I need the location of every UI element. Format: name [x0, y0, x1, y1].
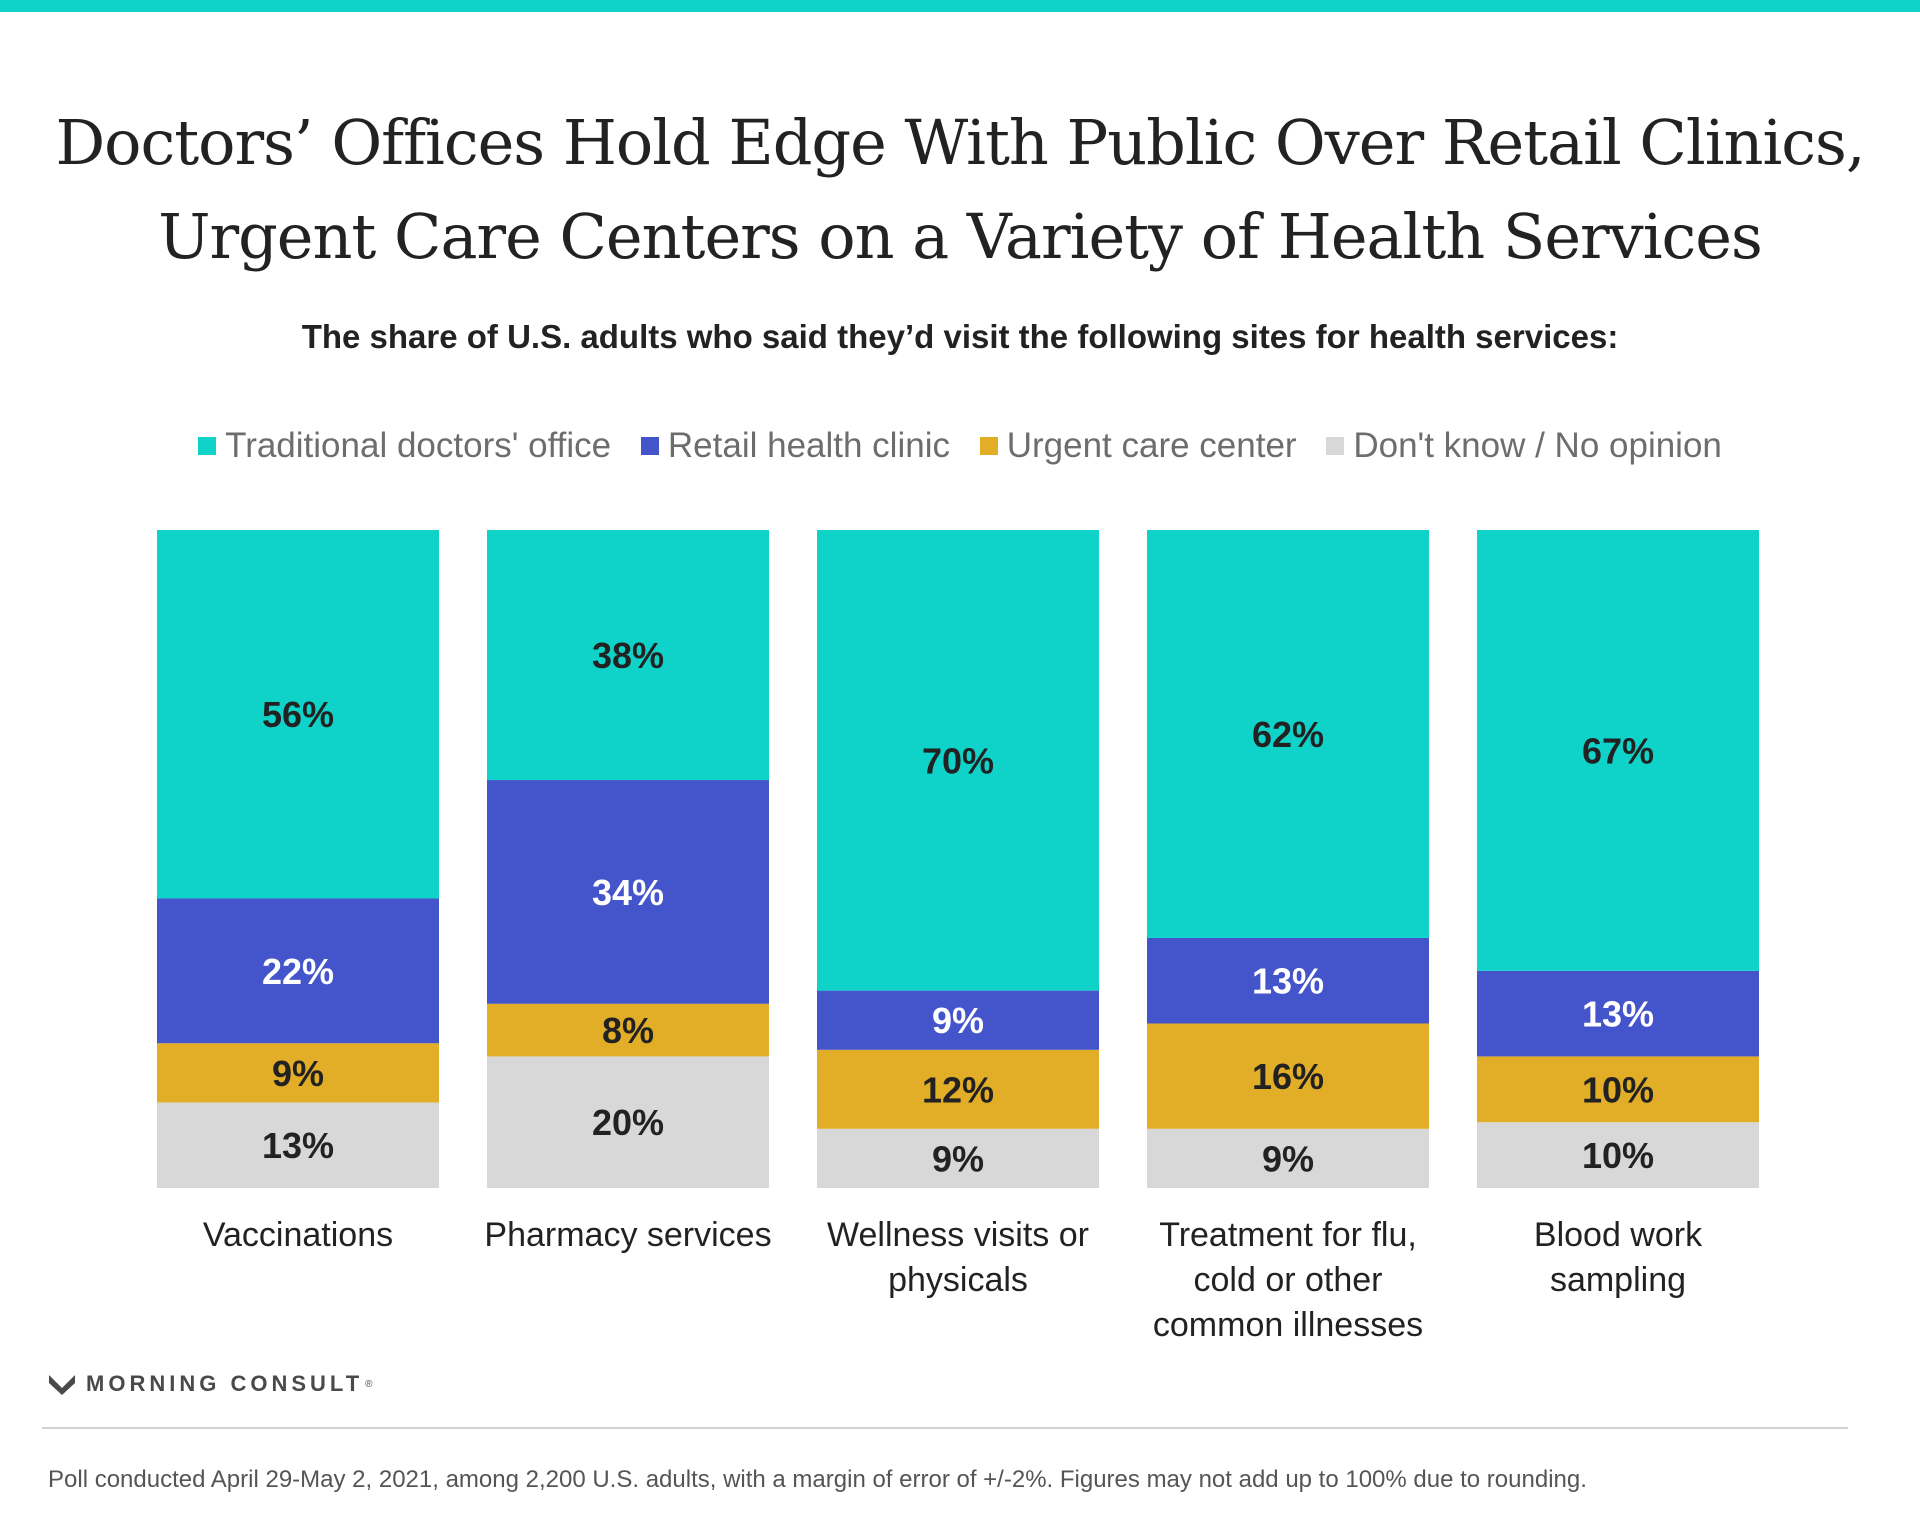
bar-segment — [817, 530, 1099, 991]
bar-value-label: 12% — [922, 1069, 994, 1110]
top-accent-bar — [0, 0, 1920, 12]
bar-segment — [1477, 1122, 1759, 1188]
legend-swatch — [979, 437, 998, 455]
bar-value-label: 13% — [1252, 961, 1324, 1002]
bar-value-label: 22% — [262, 951, 334, 992]
legend-item-urgent: Urgent care center — [979, 426, 1297, 466]
bar-segment — [817, 990, 1099, 1050]
chart-title-line-2: Urgent Care Centers on a Variety of Heal… — [158, 200, 1763, 273]
bar-segment — [1147, 1023, 1429, 1129]
bar-value-label: 9% — [932, 1138, 984, 1179]
bar-segment — [157, 1102, 439, 1188]
category-label: physicals — [888, 1261, 1028, 1299]
legend-swatch — [198, 437, 217, 455]
bar-segment — [487, 1003, 769, 1057]
category-label: common illnesses — [1153, 1306, 1423, 1344]
bar-segment — [157, 1043, 439, 1103]
bar-segment — [157, 898, 439, 1044]
brand-logo: MORNING CONSULT ® — [48, 1366, 373, 1402]
bar-value-label: 16% — [1252, 1056, 1324, 1097]
bar-segment — [487, 1056, 769, 1188]
bar-value-label: 13% — [262, 1125, 334, 1166]
legend-item-traditional: Traditional doctors' office — [198, 426, 611, 466]
bar-value-label: 62% — [1252, 714, 1324, 755]
category-label: Blood work — [1534, 1216, 1703, 1254]
legend-label: Retail health clinic — [667, 426, 950, 465]
bar-value-label: 9% — [932, 1000, 984, 1041]
bar-value-label: 34% — [592, 872, 664, 913]
bar-value-label: 20% — [592, 1102, 664, 1143]
bar-value-label: 9% — [1262, 1138, 1314, 1179]
brand-name: MORNING CONSULT — [86, 1371, 364, 1396]
bar-segment — [157, 530, 439, 899]
bar-value-label: 67% — [1582, 730, 1654, 771]
bar-value-label: 13% — [1582, 994, 1654, 1035]
stacked-bar-chart: 13% 9% 22% 56% Vaccinations 20% 8% 34% 38% Pharma… — [157, 530, 1759, 1344]
category-label: Wellness visits or — [827, 1216, 1089, 1254]
legend: Traditional doctors' office Retail healt… — [0, 426, 1920, 466]
bar-segment — [1477, 1056, 1759, 1123]
bar-segment — [1477, 530, 1759, 971]
chart-title: Doctors’ Offices Hold Edge With Public O… — [0, 96, 1920, 284]
bar-value-label: 56% — [262, 694, 334, 735]
legend-label: Don't know / No opinion — [1353, 426, 1722, 465]
bar-segment — [1147, 937, 1429, 1024]
bar-value-label: 38% — [592, 635, 664, 676]
legend-label: Urgent care center — [1006, 426, 1297, 465]
bar-segment — [1147, 1128, 1429, 1188]
category-label: Treatment for flu, — [1159, 1216, 1417, 1254]
bar-segment — [1147, 530, 1429, 938]
chart-title-line-1: Doctors’ Offices Hold Edge With Public O… — [55, 106, 1865, 179]
footer-divider — [42, 1427, 1848, 1429]
footnote: Poll conducted April 29-May 2, 2021, amo… — [48, 1466, 1587, 1493]
legend-label: Traditional doctors' office — [225, 426, 612, 465]
bar-value-label: 70% — [922, 740, 994, 781]
bar-value-label: 9% — [272, 1053, 324, 1094]
category-label: sampling — [1550, 1261, 1686, 1299]
bar-segment — [1477, 970, 1759, 1057]
bar-segment — [487, 530, 769, 781]
legend-item-retail: Retail health clinic — [640, 426, 950, 466]
category-label: Pharmacy services — [484, 1216, 771, 1254]
category-label: Vaccinations — [203, 1216, 393, 1254]
bar-value-label: 8% — [602, 1010, 654, 1051]
bar-segment — [487, 780, 769, 1004]
morning-consult-logo-icon — [49, 1375, 75, 1395]
legend-swatch — [1326, 437, 1345, 455]
chart-subtitle: The share of U.S. adults who said they’d… — [301, 318, 1619, 355]
legend-item-dont-know: Don't know / No opinion — [1326, 426, 1722, 466]
brand-registered-mark: ® — [365, 1378, 373, 1390]
bar-segment — [817, 1049, 1099, 1129]
category-label: cold or other — [1194, 1261, 1383, 1299]
bar-value-label: 10% — [1582, 1135, 1654, 1176]
bar-value-label: 10% — [1582, 1069, 1654, 1110]
legend-swatch — [640, 437, 659, 455]
bar-segment — [817, 1128, 1099, 1188]
